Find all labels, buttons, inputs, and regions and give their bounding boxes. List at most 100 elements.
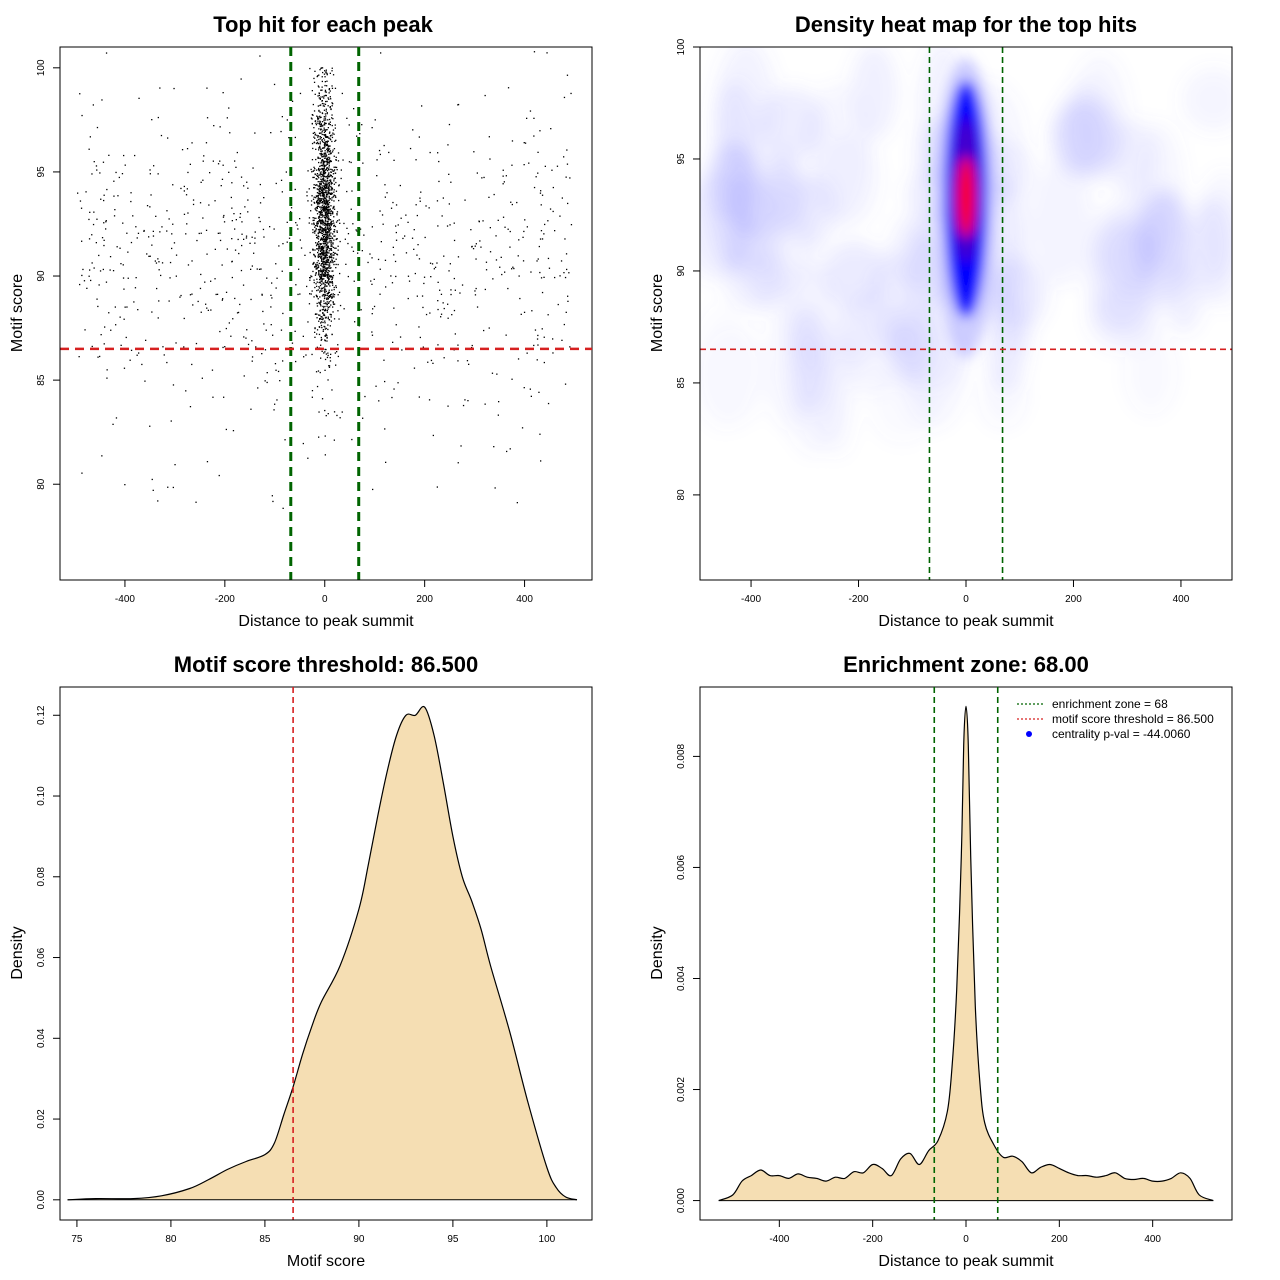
scatter-point xyxy=(323,123,325,126)
scatter-point xyxy=(318,174,320,176)
scatter-point xyxy=(325,262,327,264)
scatter-point xyxy=(237,238,239,241)
scatter-point xyxy=(334,235,336,237)
scatter-point xyxy=(352,223,354,225)
scatter-point xyxy=(418,258,421,260)
scatter-point xyxy=(318,192,321,194)
scatter-point xyxy=(325,164,327,166)
scatter-point xyxy=(312,229,314,231)
scatter-point xyxy=(318,97,320,99)
scatter-point xyxy=(321,338,323,341)
scatter-point xyxy=(322,261,324,263)
scatter-point xyxy=(326,224,328,226)
scatter-point xyxy=(183,317,185,320)
scatter-point xyxy=(322,210,324,212)
scatter-point xyxy=(312,147,314,150)
scatter-point xyxy=(480,246,482,248)
scatter-point xyxy=(81,472,83,474)
x-tick-label: 200 xyxy=(416,594,433,605)
scatter-point xyxy=(539,192,542,194)
scatter-point xyxy=(334,352,336,354)
scatter-point xyxy=(321,213,324,215)
scatter-point xyxy=(379,210,381,212)
scatter-point xyxy=(299,239,301,241)
scatter-point xyxy=(323,352,325,354)
scatter-point xyxy=(537,172,539,174)
scatter-point xyxy=(318,123,321,125)
scatter-point xyxy=(376,175,378,177)
scatter-point xyxy=(332,220,334,222)
scatter-point xyxy=(319,197,321,200)
score-density-title: Motif score threshold: 86.500 xyxy=(174,652,478,677)
scatter-title: Top hit for each peak xyxy=(213,12,433,37)
scatter-point xyxy=(326,176,328,178)
scatter-point xyxy=(245,235,248,237)
scatter-point xyxy=(323,196,325,198)
scatter-point xyxy=(506,450,508,453)
scatter-point xyxy=(326,140,329,142)
scatter-point xyxy=(319,120,321,122)
scatter-point xyxy=(321,86,323,88)
scatter-point xyxy=(323,175,326,177)
scatter-panel: Top hit for each peak -400 -200 0 200 400808… xyxy=(9,12,593,630)
scatter-point xyxy=(318,177,320,179)
scatter-point xyxy=(330,210,332,212)
scatter-point xyxy=(363,234,365,236)
scatter-point xyxy=(316,267,319,269)
scatter-point xyxy=(322,230,324,232)
scatter-point xyxy=(457,462,459,464)
scatter-point xyxy=(328,289,330,291)
scatter-point xyxy=(309,293,311,295)
scatter-point xyxy=(161,262,164,264)
scatter-point xyxy=(316,289,318,292)
scatter-point xyxy=(330,187,332,189)
scatter-point xyxy=(544,165,546,167)
scatter-point xyxy=(323,207,325,210)
scatter-point xyxy=(189,163,191,165)
scatter-point xyxy=(322,165,324,167)
scatter-point xyxy=(319,212,322,214)
scatter-point xyxy=(322,189,324,191)
scatter-point xyxy=(318,194,320,196)
scatter-point xyxy=(124,484,126,486)
scatter-point xyxy=(222,298,224,300)
scatter-point xyxy=(330,228,332,230)
scatter-point xyxy=(319,138,321,140)
scatter-point xyxy=(320,154,322,156)
heatmap-density-blob xyxy=(1125,331,1177,415)
scatter-point xyxy=(223,396,225,398)
scatter-point xyxy=(330,353,332,355)
scatter-point xyxy=(317,192,320,194)
scatter-point xyxy=(333,189,335,191)
scatter-point xyxy=(319,255,321,257)
scatter-point xyxy=(181,149,184,151)
scatter-point xyxy=(259,55,261,57)
scatter-point xyxy=(261,353,263,355)
scatter-point xyxy=(437,281,439,283)
scatter-point xyxy=(333,222,335,224)
scatter-point xyxy=(258,216,260,219)
scatter-point xyxy=(316,221,319,223)
scatter-point xyxy=(327,136,329,138)
scatter-point xyxy=(235,166,237,168)
scatter-point xyxy=(329,175,331,177)
scatter-point xyxy=(202,160,204,162)
y-tick-label: 100 xyxy=(676,38,687,55)
scatter-point xyxy=(333,183,335,185)
scatter-point xyxy=(338,318,340,320)
scatter-point xyxy=(320,257,322,259)
scatter-point xyxy=(414,272,416,275)
scatter-point xyxy=(327,251,329,254)
scatter-point xyxy=(239,303,241,306)
scatter-point xyxy=(208,204,210,206)
scatter-point xyxy=(317,122,319,124)
scatter-point xyxy=(191,142,193,144)
scatter-point xyxy=(317,298,319,300)
scatter-point xyxy=(328,264,330,266)
scatter-point xyxy=(252,167,254,169)
scatter-point xyxy=(173,242,176,244)
heatmap-density-blob xyxy=(1135,123,1184,257)
scatter-point xyxy=(326,311,329,313)
scatter-point xyxy=(297,293,299,296)
scatter-point xyxy=(320,116,322,118)
